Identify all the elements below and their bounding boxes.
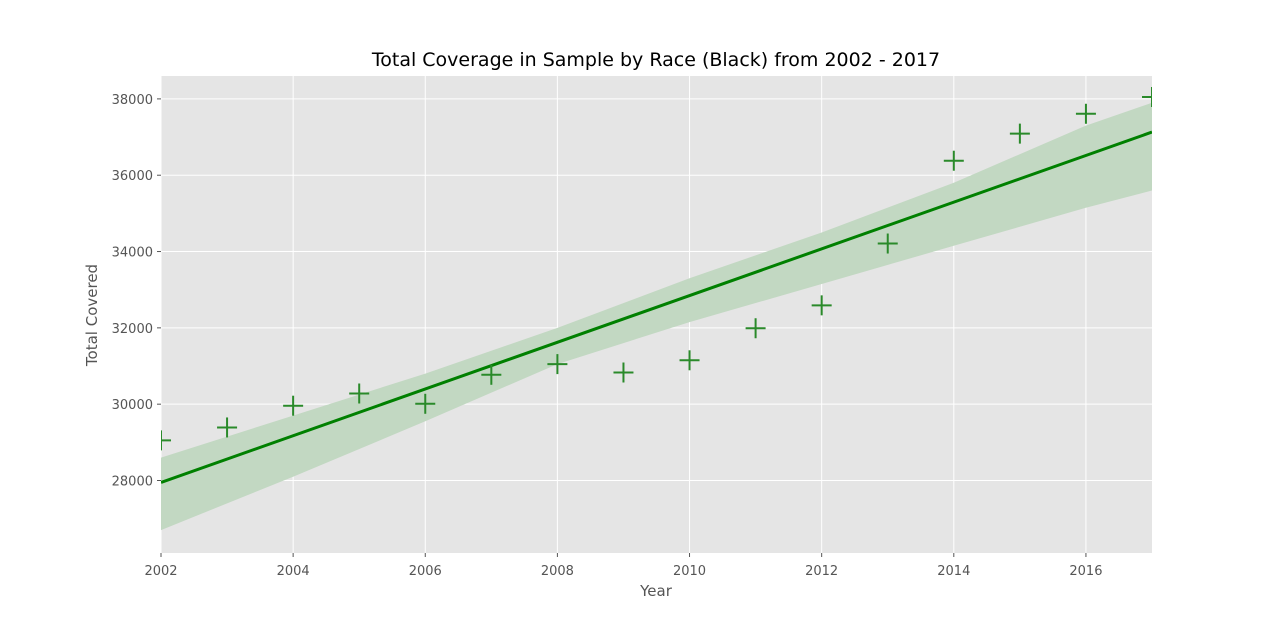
y-tick-label: 28000: [112, 474, 153, 489]
data-point-marker: [943, 150, 964, 171]
x-tick-label: 2006: [409, 564, 442, 579]
regression-line: [161, 130, 1152, 484]
x-tick-label: 2016: [1069, 564, 1102, 579]
x-axis-label: Year: [639, 582, 673, 600]
chart-title: Total Coverage in Sample by Race (Black)…: [371, 49, 940, 71]
x-tick-label: 2002: [144, 564, 177, 579]
x-tick-label: 2004: [277, 564, 310, 579]
data-point-marker: [217, 417, 238, 438]
data-point-marker: [877, 233, 898, 254]
data-point-marker: [481, 364, 502, 385]
y-axis-label: Total Covered: [83, 264, 101, 367]
x-tick-label: 2012: [805, 564, 838, 579]
data-point-marker: [547, 354, 568, 375]
data-point-marker: [745, 318, 766, 339]
data-point-marker: [1075, 103, 1096, 124]
data-point-marker: [811, 295, 832, 316]
data-point-marker: [415, 393, 436, 414]
data-point-marker: [1009, 123, 1030, 144]
data-point-marker: [1142, 86, 1152, 107]
plot-series-group: [161, 86, 1152, 531]
x-tick-label: 2008: [541, 564, 574, 579]
y-tick-label: 34000: [112, 246, 153, 261]
x-tick-label: 2014: [937, 564, 970, 579]
y-tick-label: 38000: [112, 93, 153, 108]
x-tick-label: 2010: [673, 564, 706, 579]
data-point-marker: [349, 383, 370, 404]
data-point-marker: [283, 395, 304, 416]
y-tick-label: 32000: [112, 322, 153, 337]
confidence-band: [161, 102, 1152, 531]
data-point-marker: [161, 430, 171, 451]
data-point-marker: [679, 350, 700, 371]
plot-area: [160, 76, 1152, 553]
y-tick-label: 36000: [112, 169, 153, 184]
y-tick-label: 30000: [112, 398, 153, 413]
data-point-marker: [613, 362, 634, 383]
